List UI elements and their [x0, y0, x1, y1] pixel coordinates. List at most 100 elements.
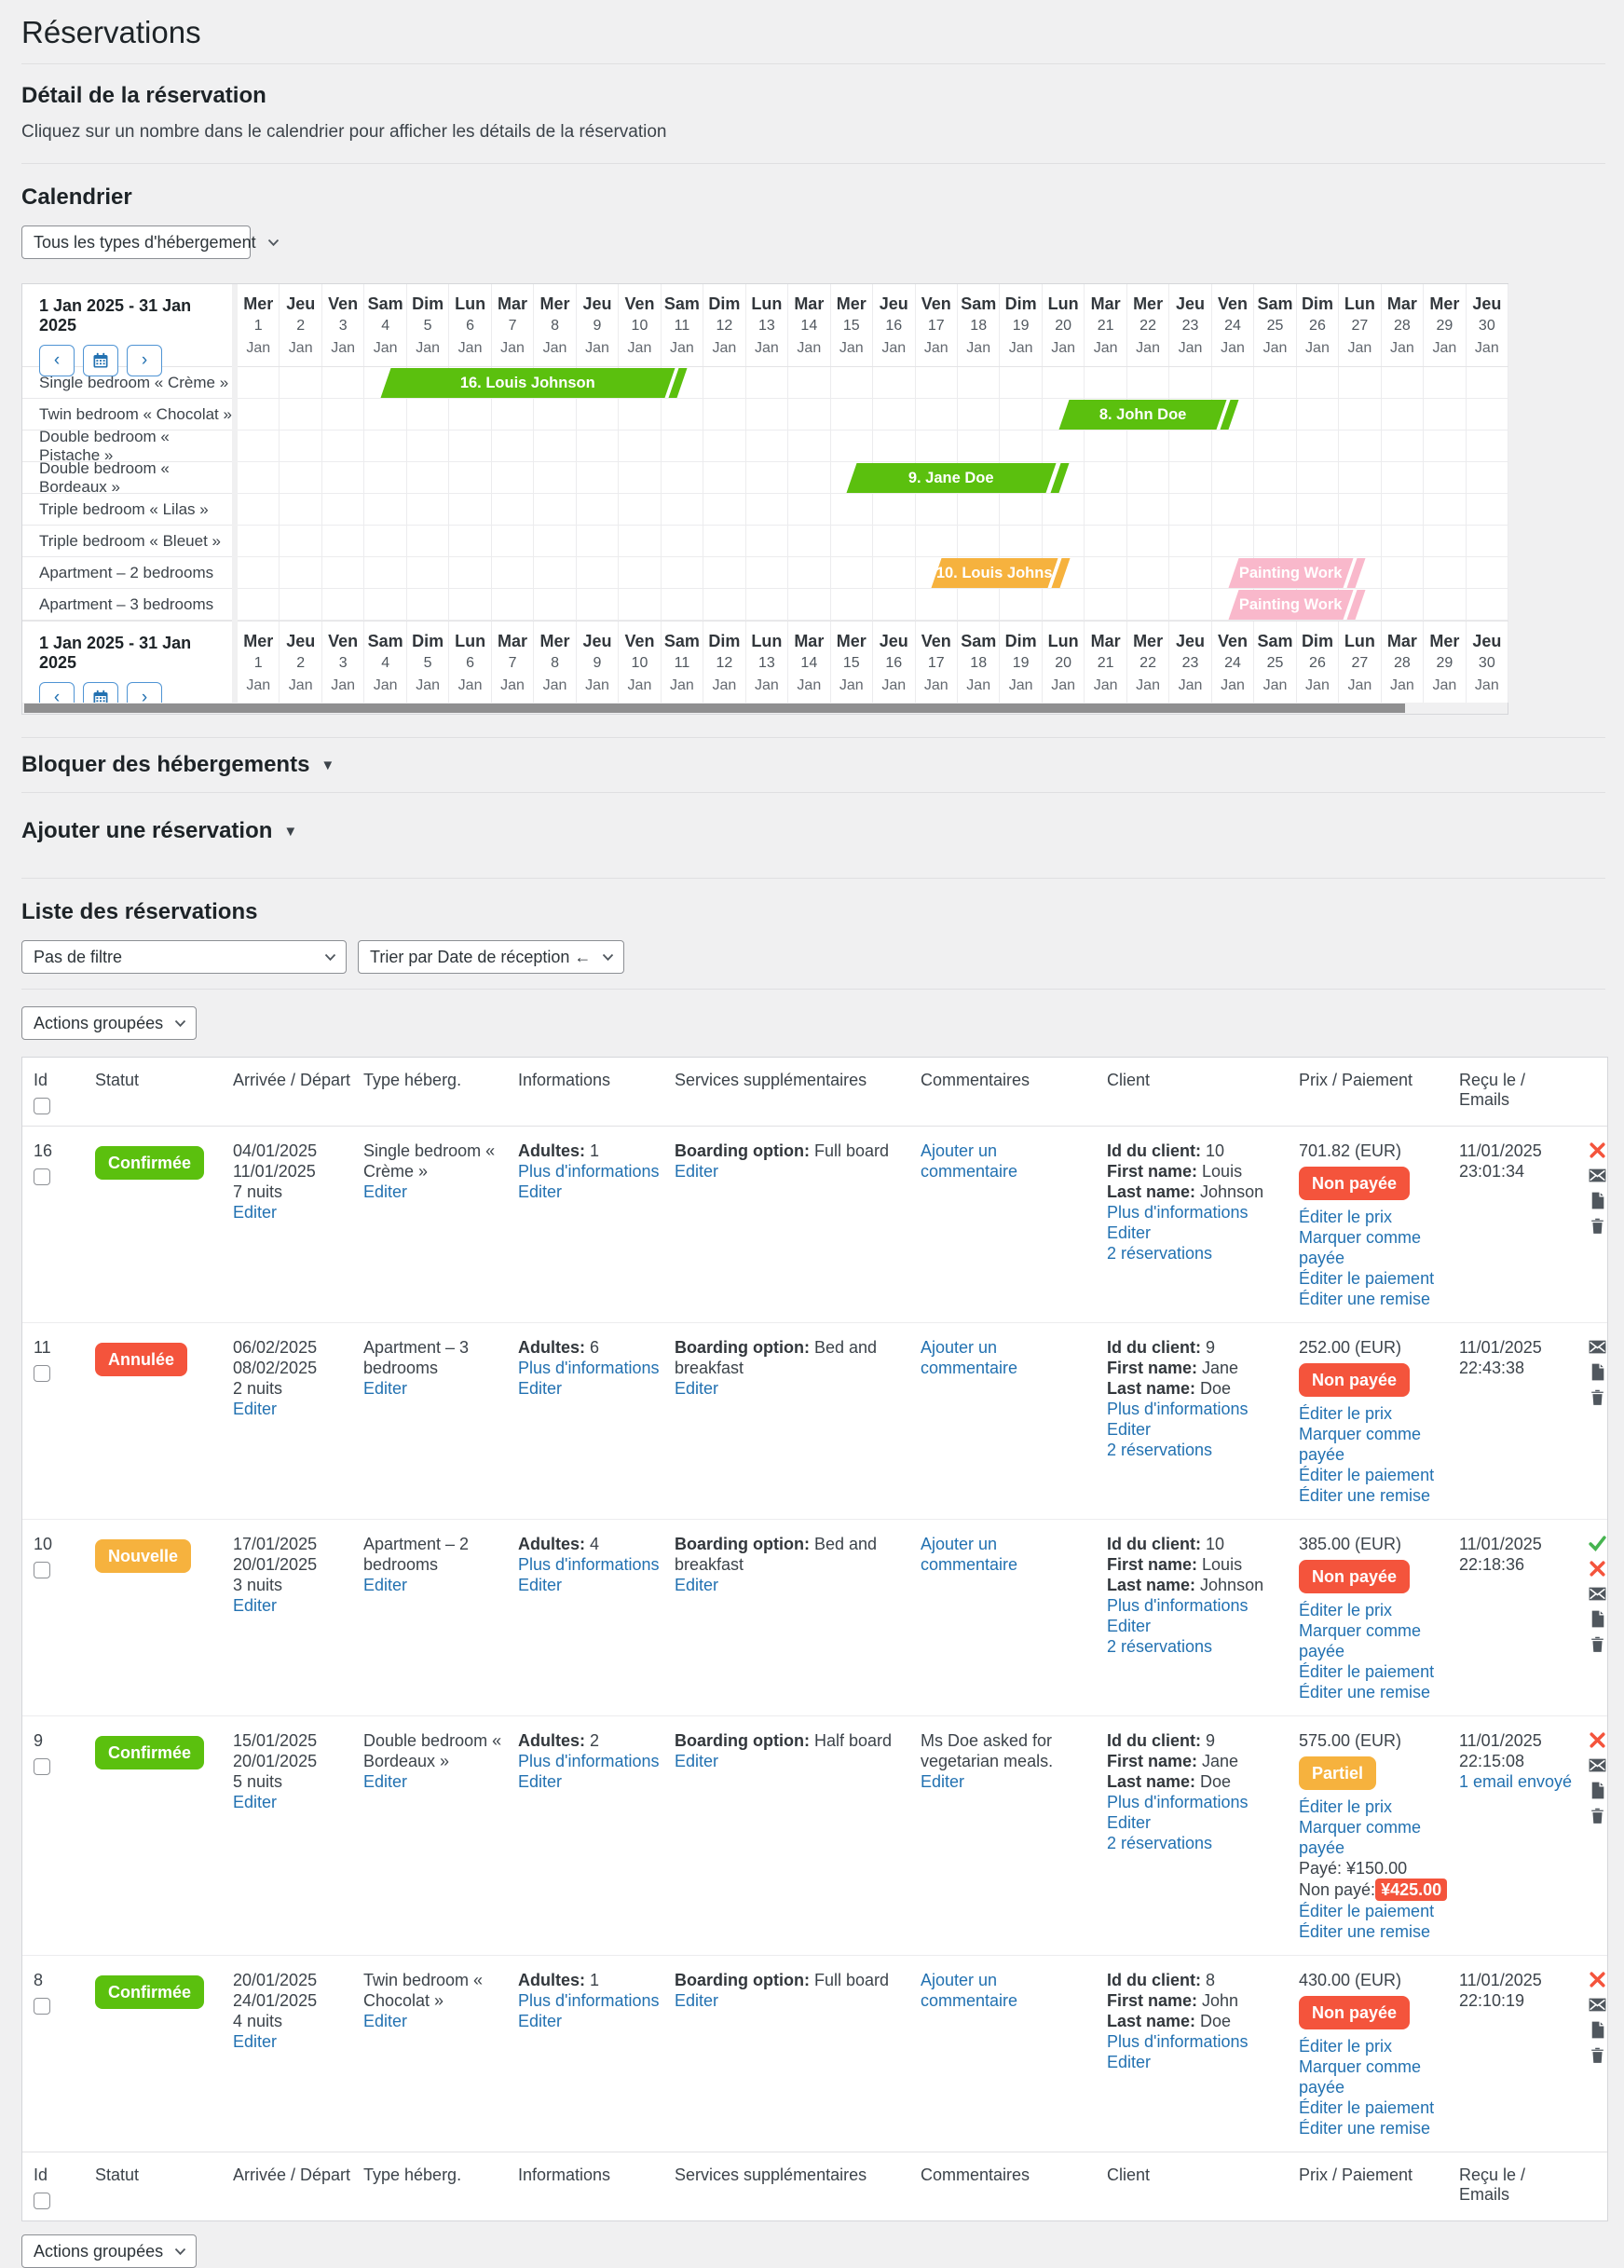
booking-bar[interactable]: 9. Jane Doe [846, 462, 1070, 493]
link-editer[interactable]: Editer [675, 1752, 719, 1770]
email-icon[interactable] [1588, 1337, 1607, 1357]
link-marquer-comme-pay-e[interactable]: Marquer comme payée [1299, 1818, 1422, 1857]
booking-bar[interactable]: 10. Louis Johns [931, 557, 1071, 588]
add-section-title[interactable]: Ajouter une réservation ▼ [21, 818, 1605, 844]
link-marquer-comme-pay-e[interactable]: Marquer comme payée [1299, 2057, 1422, 2097]
row-checkbox[interactable] [34, 1998, 50, 2015]
link--diter-le-prix[interactable]: Éditer le prix [1299, 1797, 1393, 1816]
email-icon[interactable] [1588, 1995, 1607, 2015]
link-1-email-envoy-[interactable]: 1 email envoyé [1459, 1772, 1573, 1791]
link-ajouter-un-commentaire[interactable]: Ajouter un commentaire [921, 1535, 1018, 1574]
link--diter-le-paiement[interactable]: Éditer le paiement [1299, 1662, 1435, 1681]
email-icon[interactable] [1588, 1166, 1607, 1185]
link-editer[interactable]: Editer [518, 1182, 563, 1201]
link-marquer-comme-pay-e[interactable]: Marquer comme payée [1299, 1228, 1422, 1267]
link-ajouter-un-commentaire[interactable]: Ajouter un commentaire [921, 1141, 1018, 1181]
link-2-r-servations[interactable]: 2 réservations [1107, 1441, 1213, 1459]
link-editer[interactable]: Editer [518, 1379, 563, 1398]
cancel-icon[interactable] [1588, 1730, 1607, 1750]
link--diter-le-prix[interactable]: Éditer le prix [1299, 1404, 1393, 1423]
booking-bar[interactable]: Painting Work [1228, 557, 1366, 588]
delete-icon[interactable] [1588, 1806, 1607, 1825]
delete-icon[interactable] [1588, 1387, 1607, 1407]
link-editer[interactable]: Editer [518, 1772, 563, 1791]
block-section-title[interactable]: Bloquer des hébergements ▼ [21, 752, 1605, 778]
link-editer[interactable]: Editer [233, 1400, 278, 1418]
link--diter-une-remise[interactable]: Éditer une remise [1299, 2119, 1431, 2138]
link--diter-le-prix[interactable]: Éditer le prix [1299, 1601, 1393, 1619]
cancel-icon[interactable] [1588, 1141, 1607, 1160]
link-plus-d-informations[interactable]: Plus d'informations [1107, 1400, 1249, 1418]
accommodation-type-select[interactable]: Tous les types d'hébergement [21, 225, 279, 259]
filter-select[interactable]: Pas de filtre [21, 940, 347, 974]
link-editer[interactable]: Editer [1107, 1420, 1152, 1439]
link-editer[interactable]: Editer [518, 1576, 563, 1594]
link-marquer-comme-pay-e[interactable]: Marquer comme payée [1299, 1621, 1422, 1660]
calendar-prev-button[interactable]: ‹ [39, 345, 75, 376]
link--diter-le-paiement[interactable]: Éditer le paiement [1299, 1466, 1435, 1484]
link-ajouter-un-commentaire[interactable]: Ajouter un commentaire [921, 1338, 1018, 1377]
copy-icon[interactable] [1588, 1781, 1607, 1800]
calendar-horizontal-scrollbar[interactable] [22, 703, 1508, 714]
link--diter-une-remise[interactable]: Éditer une remise [1299, 1290, 1431, 1308]
bulk-actions-select-top[interactable]: Actions groupées [21, 1006, 198, 1040]
link-plus-d-informations[interactable]: Plus d'informations [518, 1991, 660, 2010]
link-editer[interactable]: Editer [1107, 1617, 1152, 1635]
approve-icon[interactable] [1588, 1534, 1607, 1553]
link--diter-le-paiement[interactable]: Éditer le paiement [1299, 2098, 1435, 2117]
calendar-next-button[interactable]: › [127, 345, 162, 376]
row-checkbox[interactable] [34, 1365, 50, 1382]
link--diter-une-remise[interactable]: Éditer une remise [1299, 1683, 1431, 1701]
link--diter-le-prix[interactable]: Éditer le prix [1299, 2037, 1393, 2056]
link-editer[interactable]: Editer [233, 1203, 278, 1222]
copy-icon[interactable] [1588, 1362, 1607, 1382]
link-marquer-comme-pay-e[interactable]: Marquer comme payée [1299, 1425, 1422, 1464]
link-2-r-servations[interactable]: 2 réservations [1107, 1244, 1213, 1263]
cancel-icon[interactable] [1588, 1970, 1607, 1989]
row-checkbox[interactable] [34, 1168, 50, 1185]
booking-bar[interactable]: Painting Work [1228, 589, 1366, 620]
link-editer[interactable]: Editer [675, 1162, 719, 1181]
link--diter-une-remise[interactable]: Éditer une remise [1299, 1486, 1431, 1505]
select-all-checkbox[interactable] [34, 2193, 50, 2209]
link-ajouter-un-commentaire[interactable]: Ajouter un commentaire [921, 1971, 1018, 2010]
link-editer[interactable]: Editer [233, 2032, 278, 2051]
link-editer[interactable]: Editer [1107, 1223, 1152, 1242]
link-editer[interactable]: Editer [518, 2012, 563, 2030]
link-editer[interactable]: Editer [363, 1182, 408, 1201]
delete-icon[interactable] [1588, 2045, 1607, 2065]
copy-icon[interactable] [1588, 1609, 1607, 1629]
link-plus-d-informations[interactable]: Plus d'informations [1107, 1203, 1249, 1222]
link-plus-d-informations[interactable]: Plus d'informations [1107, 2032, 1249, 2051]
link-editer[interactable]: Editer [363, 2012, 408, 2030]
select-all-checkbox[interactable] [34, 1098, 50, 1114]
link-plus-d-informations[interactable]: Plus d'informations [518, 1162, 660, 1181]
booking-bar[interactable]: 16. Louis Johnson [380, 367, 688, 398]
delete-icon[interactable] [1588, 1634, 1607, 1654]
bulk-actions-select-bottom[interactable]: Actions groupées [21, 2234, 198, 2268]
link-editer[interactable]: Editer [675, 1379, 719, 1398]
link-editer[interactable]: Editer [921, 1772, 965, 1791]
scrollbar-thumb[interactable] [24, 704, 1406, 713]
link-editer[interactable]: Editer [363, 1772, 408, 1791]
link-plus-d-informations[interactable]: Plus d'informations [518, 1752, 660, 1770]
row-checkbox[interactable] [34, 1758, 50, 1775]
link-editer[interactable]: Editer [675, 1576, 719, 1594]
cancel-icon[interactable] [1588, 1559, 1607, 1578]
link-editer[interactable]: Editer [363, 1576, 408, 1594]
delete-icon[interactable] [1588, 1216, 1607, 1236]
link-editer[interactable]: Editer [675, 1991, 719, 2010]
row-checkbox[interactable] [34, 1562, 50, 1578]
link-plus-d-informations[interactable]: Plus d'informations [1107, 1596, 1249, 1615]
link-plus-d-informations[interactable]: Plus d'informations [518, 1359, 660, 1377]
link--diter-le-prix[interactable]: Éditer le prix [1299, 1208, 1393, 1226]
link-editer[interactable]: Editer [233, 1793, 278, 1811]
link-editer[interactable]: Editer [1107, 2053, 1152, 2071]
link-2-r-servations[interactable]: 2 réservations [1107, 1834, 1213, 1852]
link--diter-le-paiement[interactable]: Éditer le paiement [1299, 1902, 1435, 1920]
email-icon[interactable] [1588, 1756, 1607, 1775]
link--diter-une-remise[interactable]: Éditer une remise [1299, 1922, 1431, 1941]
link-editer[interactable]: Editer [233, 1596, 278, 1615]
link-plus-d-informations[interactable]: Plus d'informations [1107, 1793, 1249, 1811]
email-icon[interactable] [1588, 1584, 1607, 1604]
